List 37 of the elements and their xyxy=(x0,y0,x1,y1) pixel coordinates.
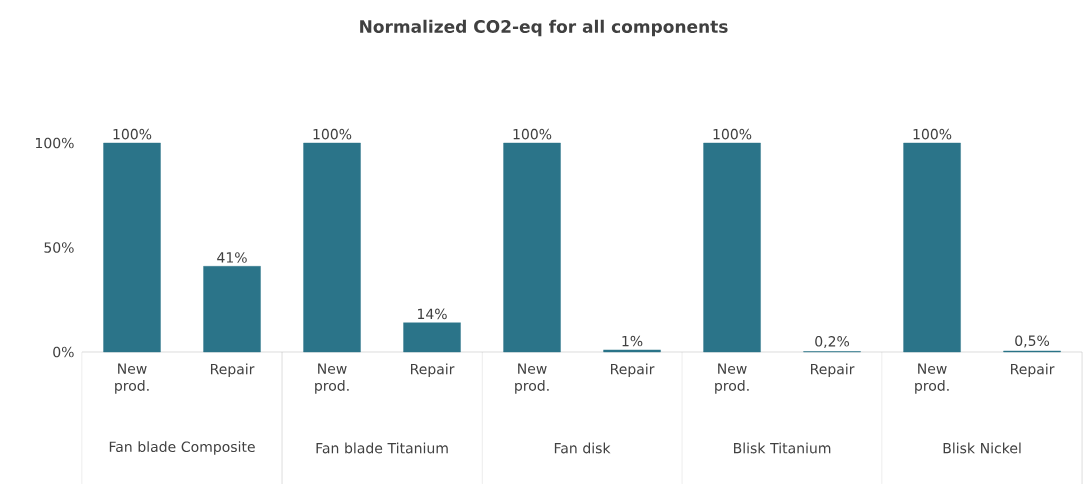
x-tick-label: New prod. xyxy=(915,363,949,394)
text: Fan blade Composite xyxy=(109,441,255,455)
x-tick-label: New prod. xyxy=(715,363,749,394)
data-label: 100% xyxy=(713,128,752,140)
data-label: 41% xyxy=(217,252,247,263)
bar xyxy=(103,142,161,353)
bar xyxy=(303,142,361,353)
x-tick-label: Repair xyxy=(210,363,255,378)
data-label: 14% xyxy=(418,308,447,320)
bar xyxy=(503,142,561,353)
chart-title: Normalized CO2-eq for all components xyxy=(360,19,728,37)
x-tick-label: Repair xyxy=(411,363,455,378)
x-tick-label: Repair xyxy=(611,363,655,378)
x-tick-label: Repair xyxy=(1011,363,1055,378)
bar xyxy=(703,142,761,353)
x-tick-label: New prod. xyxy=(315,363,349,394)
data-label: 100% xyxy=(113,128,152,140)
bar xyxy=(203,266,261,353)
y-tick-label: 100% xyxy=(35,137,74,149)
x-tick-label: Repair xyxy=(811,363,855,378)
data-label: 1% xyxy=(622,335,643,347)
x-tick-label: New prod. xyxy=(515,363,549,394)
data-label: 0,2% xyxy=(815,336,850,349)
data-label: 0,5% xyxy=(1015,335,1050,348)
data-label: 100% xyxy=(913,128,952,140)
text: Fan blade Titanium xyxy=(316,442,448,454)
y-tick-label: 50% xyxy=(44,242,74,253)
bar xyxy=(603,349,661,353)
x-tick-label: New prod. xyxy=(115,363,149,394)
bar xyxy=(903,142,961,353)
text: Blisk Nickel xyxy=(943,442,1021,454)
data-label: 100% xyxy=(313,128,352,140)
data-label: 100% xyxy=(513,128,552,140)
bar xyxy=(403,322,461,353)
text: Blisk Titanium xyxy=(734,442,831,454)
y-tick-label: 0% xyxy=(53,346,74,358)
text: Fan disk xyxy=(554,442,611,454)
